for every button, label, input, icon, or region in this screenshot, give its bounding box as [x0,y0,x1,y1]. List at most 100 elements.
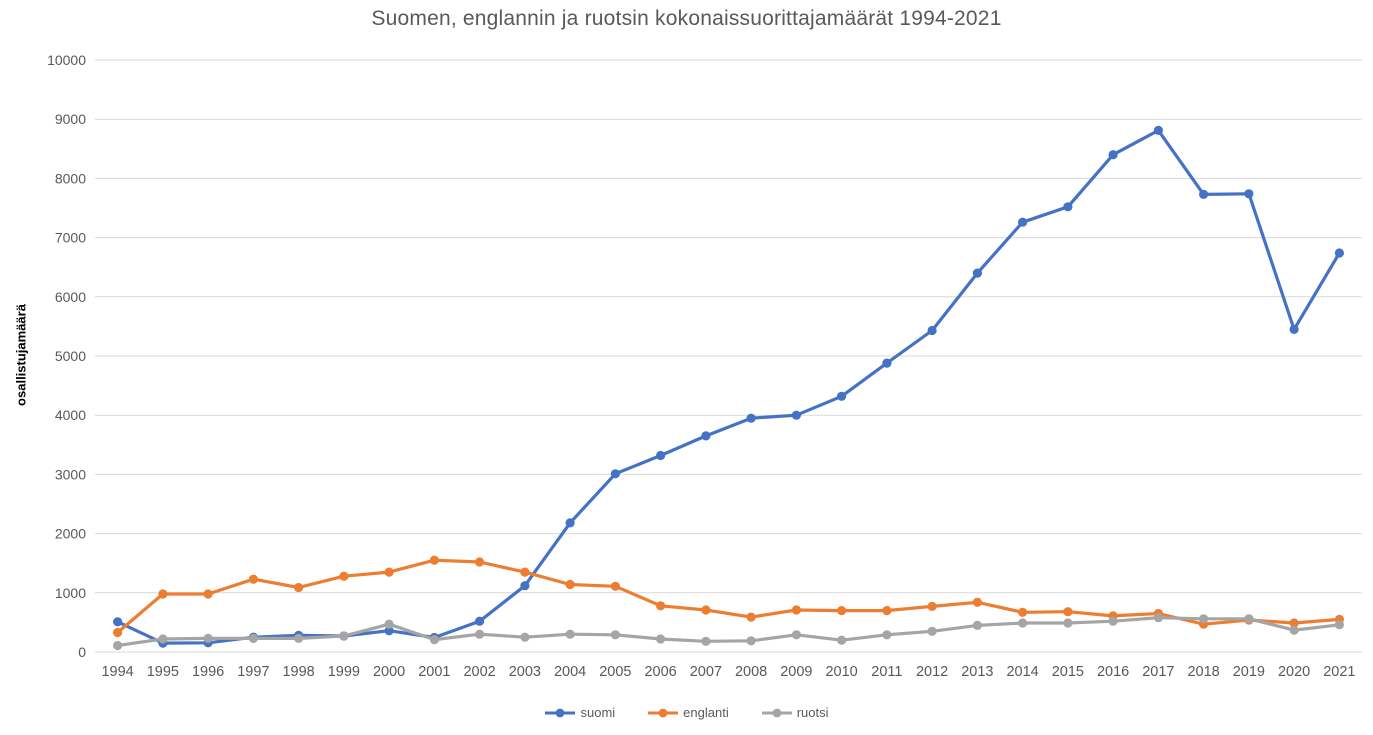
data-point-ruotsi-2007 [701,636,711,646]
data-point-englanti-2009 [791,605,802,615]
data-point-englanti-2014 [1018,607,1028,617]
chart-title: Suomen, englannin ja ruotsin kokonaissuo… [371,7,1002,30]
y-tick-label: 7000 [55,230,86,246]
data-point-ruotsi-2014 [1018,618,1028,628]
data-point-ruotsi-2018 [1199,614,1209,624]
data-point-englanti-2000 [384,567,394,577]
data-point-ruotsi-2006 [656,634,666,644]
x-tick-label: 2011 [871,664,902,680]
data-point-ruotsi-2005 [610,630,621,640]
x-tick-label: 2010 [825,664,857,680]
data-point-suomi-2006 [656,450,666,461]
series-line-ruotsi [116,616,1341,648]
x-tick-label: 2014 [1006,664,1038,680]
legend-label-englanti: englanti [683,705,729,720]
data-point-ruotsi-2017 [1153,613,1163,623]
x-tick-label: 2016 [1097,664,1129,680]
data-point-ruotsi-2015 [1063,618,1073,628]
x-tick-label: 2006 [644,664,676,680]
x-tick-label: 2001 [418,664,450,680]
data-point-ruotsi-2020 [1289,625,1299,635]
data-point-ruotsi-2004 [565,629,575,639]
data-point-ruotsi-1997 [248,633,258,644]
data-point-ruotsi-2013 [972,620,983,631]
x-tick-label: 2018 [1187,664,1219,680]
series-line-suomi [116,128,1341,645]
data-point-ruotsi-2001 [429,635,439,645]
x-tick-label: 2020 [1278,664,1310,680]
data-point-englanti-2008 [746,612,756,622]
legend-label-ruotsi: ruotsi [796,705,829,720]
x-tick-label: 2000 [373,664,405,680]
legend-item-ruotsi: ruotsi [761,705,829,720]
x-tick-label: 2013 [961,664,993,680]
data-point-englanti-1996 [203,589,213,599]
data-point-ruotsi-1999 [339,631,349,641]
data-point-ruotsi-2011 [882,630,892,640]
data-point-ruotsi-2012 [927,626,937,636]
data-point-ruotsi-2008 [746,636,756,646]
data-point-englanti-2020 [1289,618,1299,628]
data-point-englanti-1997 [248,574,258,584]
data-point-englanti-1995 [158,589,168,599]
data-point-suomi-2002 [475,616,485,626]
legend-marker-ruotsi-icon [761,708,792,717]
legend-label-suomi: suomi [580,705,616,720]
data-point-englanti-2002 [475,557,485,567]
data-point-ruotsi-2009 [791,630,802,640]
y-tick-label: 8000 [55,170,86,186]
data-point-suomi-1994 [113,617,123,627]
y-tick-label: 4000 [55,407,86,423]
data-point-englanti-2015 [1063,607,1073,617]
legend-marker-suomi-icon [545,708,576,717]
data-point-englanti-1998 [294,582,304,593]
data-point-englanti-2012 [927,601,937,612]
data-point-englanti-2007 [701,605,711,615]
x-tick-label: 2004 [554,664,586,680]
series-line-englanti [116,558,1341,635]
x-tick-label: 2012 [916,664,948,680]
data-point-englanti-2005 [610,581,621,591]
data-point-ruotsi-2016 [1108,616,1118,626]
y-tick-label: 1000 [55,585,86,601]
x-tick-label: 2021 [1323,664,1355,680]
data-point-englanti-2013 [972,597,983,607]
data-point-suomi-2021 [1334,248,1344,258]
legend-marker-englanti-icon [648,708,679,717]
data-point-suomi-2008 [746,413,756,423]
data-point-suomi-2003 [520,581,530,591]
data-point-suomi-2016 [1108,150,1118,160]
data-point-englanti-2003 [520,567,530,577]
data-point-ruotsi-2003 [520,632,530,642]
data-point-ruotsi-2021 [1334,620,1344,630]
data-point-suomi-2019 [1244,189,1254,199]
x-tick-label: 1994 [101,664,133,680]
data-point-suomi-2000 [384,626,394,636]
data-point-ruotsi-1996 [203,633,213,644]
data-point-suomi-2013 [972,268,983,278]
data-point-suomi-2014 [1018,217,1028,227]
data-point-suomi-2012 [927,325,937,336]
data-point-suomi-2007 [701,431,711,441]
x-tick-label: 2003 [509,664,541,680]
data-point-suomi-2004 [565,518,575,528]
data-point-ruotsi-1998 [294,633,304,644]
x-tick-label: 1996 [192,664,224,680]
data-point-ruotsi-2002 [475,629,485,639]
x-tick-label: 2005 [599,664,631,680]
y-tick-label: 2000 [55,526,86,542]
data-point-suomi-2018 [1199,189,1209,199]
data-point-ruotsi-2019 [1244,614,1254,624]
data-point-ruotsi-2010 [837,635,847,645]
data-point-englanti-1999 [339,571,349,581]
data-point-suomi-2017 [1153,125,1163,135]
y-tick-label: 6000 [55,289,86,305]
x-tick-label: 1997 [237,664,269,680]
data-point-suomi-2005 [610,469,621,479]
data-point-suomi-2010 [837,391,847,401]
legend-item-suomi: suomi [544,705,615,720]
x-tick-label: 2017 [1142,664,1174,680]
data-point-ruotsi-1994 [113,640,123,651]
